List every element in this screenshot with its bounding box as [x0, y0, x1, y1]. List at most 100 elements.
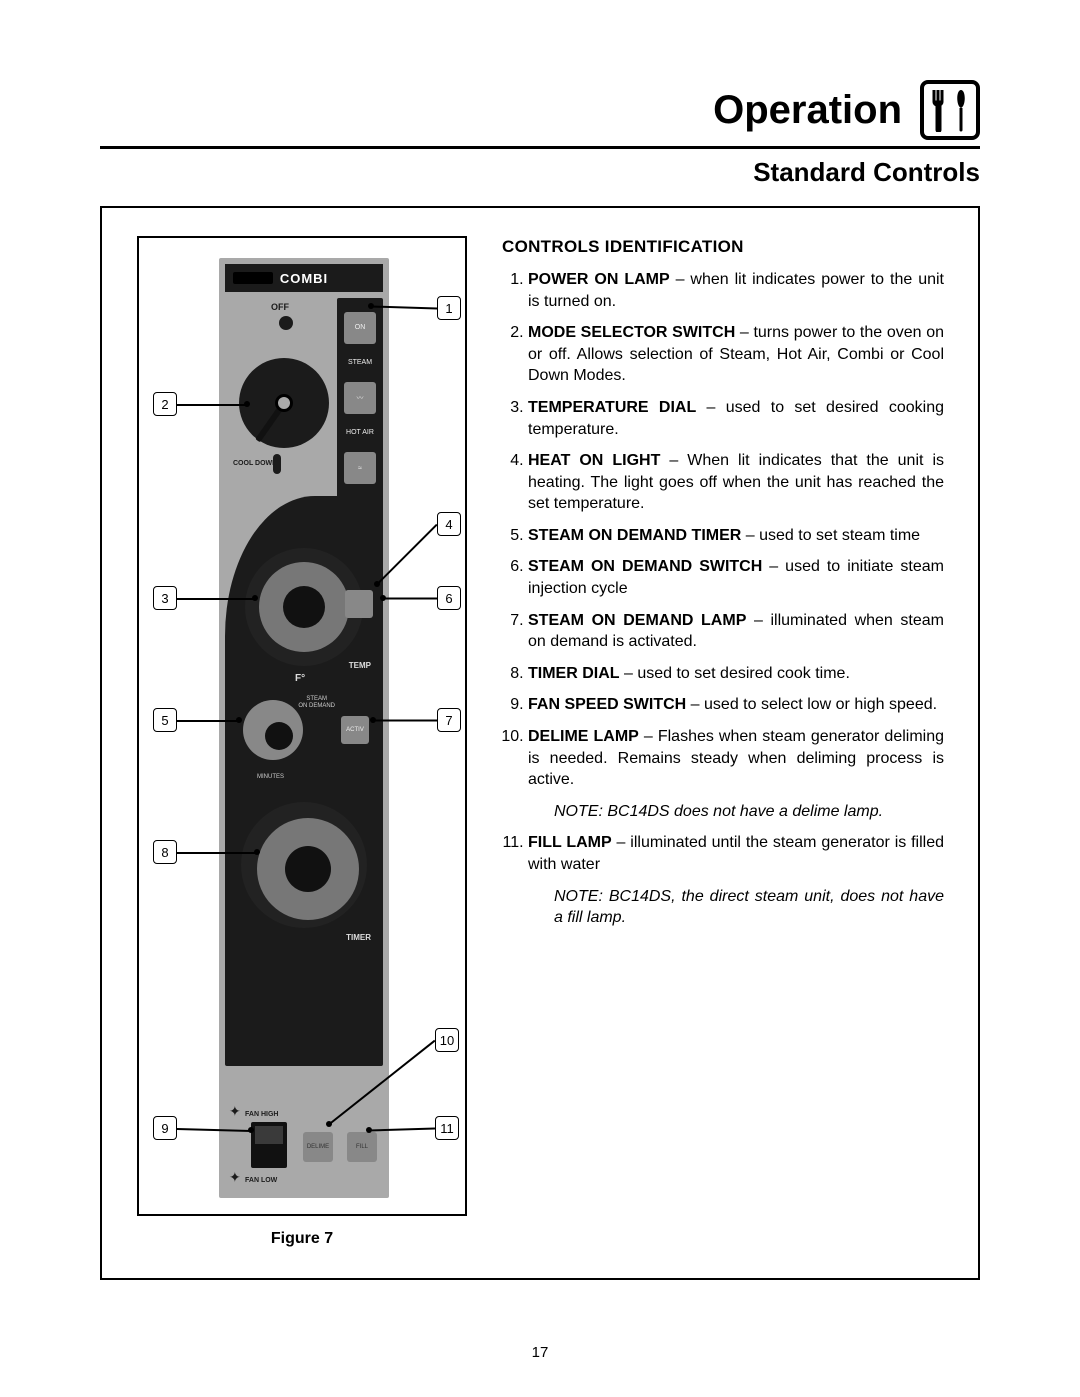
callout-leader-end	[326, 1121, 332, 1127]
callout-leader-end	[236, 717, 242, 723]
controls-item-label: POWER ON LAMP	[528, 271, 670, 288]
controls-item-label: MODE SELECTOR SWITCH	[528, 324, 735, 341]
page: Operation Standard Controls COMBI OFF	[0, 0, 1080, 1397]
callout-leader	[177, 598, 255, 600]
timer-label: TIMER	[346, 933, 371, 942]
temperature-knob[interactable]	[283, 586, 325, 628]
callout-bubble: 9	[153, 1116, 177, 1140]
figure-column: COMBI OFF COOL DOWN ON STEAM 〰 HOT AIR	[132, 236, 472, 1248]
callout-bubble: 7	[437, 708, 461, 732]
temp-unit-label: F°	[295, 673, 305, 684]
delime-lamp: DELIME	[303, 1132, 333, 1162]
cooldown-label: COOL DOWN	[233, 460, 277, 467]
fill-lamp: FILL	[347, 1132, 377, 1162]
callout-leader-end	[370, 717, 376, 723]
controls-list: POWER ON LAMP – when lit indicates power…	[502, 269, 948, 929]
header-divider	[100, 146, 980, 149]
callout-leader-end	[254, 849, 260, 855]
mode-hub	[275, 394, 293, 412]
controls-list-item: FILL LAMP – illuminated until the steam …	[528, 832, 948, 875]
timer-knob[interactable]	[285, 846, 331, 892]
callout-leader	[177, 852, 257, 854]
controls-list-item: POWER ON LAMP – when lit indicates power…	[528, 269, 948, 312]
callout-leader-end	[374, 581, 380, 587]
controls-item-note: NOTE: BC14DS, the direct steam unit, doe…	[554, 886, 948, 929]
callout-leader-end	[252, 595, 258, 601]
callout-bubble: 11	[435, 1116, 459, 1140]
steam-mode-label: STEAM	[348, 359, 372, 366]
power-on-lamp: ON	[344, 312, 376, 344]
subsection-title: Standard Controls	[100, 157, 980, 188]
controls-list-item: DELIME LAMP – Flashes when steam generat…	[528, 726, 948, 791]
callout-bubble: 3	[153, 586, 177, 610]
steam-mode-icon: 〰	[344, 382, 376, 414]
controls-list-item: TIMER DIAL – used to set desired cook ti…	[528, 663, 948, 685]
controls-item-label: STEAM ON DEMAND TIMER	[528, 527, 741, 544]
mode-selector-dial[interactable]	[239, 358, 329, 448]
controls-item-label: STEAM ON DEMAND LAMP	[528, 612, 746, 629]
fan-icon: ✦	[229, 1104, 245, 1120]
callout-leader	[383, 598, 437, 600]
callout-bubble: 8	[153, 840, 177, 864]
controls-item-desc: – used to set desired cook time.	[620, 665, 850, 682]
controls-item-label: TEMPERATURE DIAL	[528, 399, 696, 416]
controls-list-item: FAN SPEED SWITCH – used to select low or…	[528, 694, 948, 716]
controls-item-desc: – used to select low or high speed.	[686, 696, 937, 713]
hotair-mode-label: HOT AIR	[346, 429, 374, 436]
section-title: Operation	[713, 88, 902, 133]
temp-label: TEMP	[349, 661, 371, 670]
controls-item-desc: – used to set steam time	[741, 527, 920, 544]
product-line-label: COMBI	[280, 271, 328, 286]
content-frame: COMBI OFF COOL DOWN ON STEAM 〰 HOT AIR	[100, 206, 980, 1280]
controls-item-label: FILL LAMP	[528, 834, 612, 851]
callout-leader-end	[366, 1127, 372, 1133]
callout-bubble: 2	[153, 392, 177, 416]
sod-timer-dial[interactable]	[243, 700, 303, 760]
controls-list-item: STEAM ON DEMAND SWITCH – used to initiat…	[528, 556, 948, 599]
description-column: CONTROLS IDENTIFICATION POWER ON LAMP – …	[502, 236, 948, 1248]
sod-label: STEAM ON DEMAND	[298, 696, 335, 709]
controls-heading: CONTROLS IDENTIFICATION	[502, 236, 948, 259]
brand-badge	[233, 272, 273, 284]
heat-on-light	[345, 590, 373, 618]
page-header: Operation	[100, 80, 980, 140]
fan-speed-switch[interactable]	[251, 1122, 287, 1168]
controls-item-label: HEAT ON LIGHT	[528, 452, 660, 469]
fan-low-label: FAN LOW	[245, 1177, 277, 1184]
controls-item-label: STEAM ON DEMAND SWITCH	[528, 558, 762, 575]
page-number: 17	[0, 1344, 1080, 1361]
hotair-mode-icon: ≈	[344, 452, 376, 484]
callout-bubble: 1	[437, 296, 461, 320]
callout-leader-end	[368, 303, 374, 309]
callout-leader-end	[380, 595, 386, 601]
controls-item-label: FAN SPEED SWITCH	[528, 696, 686, 713]
callout-leader	[177, 404, 247, 406]
callout-bubble: 6	[437, 586, 461, 610]
callout-leader	[373, 720, 437, 722]
timer-dial[interactable]	[241, 802, 367, 928]
sod-activate-button[interactable]: ACTIV	[341, 716, 369, 744]
controls-list-item: STEAM ON DEMAND TIMER – used to set stea…	[528, 525, 948, 547]
callout-leader-end	[244, 401, 250, 407]
controls-list-item: STEAM ON DEMAND LAMP – illuminated when …	[528, 610, 948, 653]
callout-leader	[177, 720, 239, 722]
figure-frame: COMBI OFF COOL DOWN ON STEAM 〰 HOT AIR	[137, 236, 467, 1216]
controls-item-label: TIMER DIAL	[528, 665, 620, 682]
controls-list-item: HEAT ON LIGHT – When lit indicates that …	[528, 450, 948, 515]
controls-list-item: TEMPERATURE DIAL – used to set desired c…	[528, 397, 948, 440]
callout-bubble: 5	[153, 708, 177, 732]
thermometer-icon	[273, 454, 281, 474]
control-panel: COMBI OFF COOL DOWN ON STEAM 〰 HOT AIR	[219, 258, 389, 1198]
sod-minutes-label: MINUTES	[257, 774, 284, 780]
controls-item-label: DELIME LAMP	[528, 728, 639, 745]
callout-bubble: 4	[437, 512, 461, 536]
temperature-group: TEMP F°	[237, 538, 371, 678]
fan-icon: ✦	[229, 1170, 245, 1186]
panel-header: COMBI	[225, 264, 383, 292]
mode-off-dot	[279, 316, 293, 330]
controls-item-note: NOTE: BC14DS does not have a delime lamp…	[554, 801, 948, 823]
callout-bubble: 10	[435, 1028, 459, 1052]
figure-caption: Figure 7	[271, 1230, 333, 1248]
controls-list-item: MODE SELECTOR SWITCH – turns power to th…	[528, 322, 948, 387]
sod-timer-knob[interactable]	[265, 722, 293, 750]
